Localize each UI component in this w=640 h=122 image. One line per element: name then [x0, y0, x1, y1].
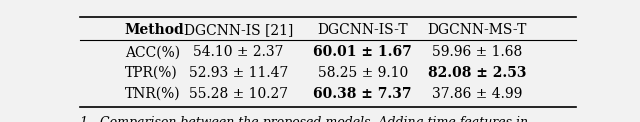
Text: 58.25 ± 9.10: 58.25 ± 9.10: [317, 66, 408, 80]
Text: DGCNN-IS-T: DGCNN-IS-T: [317, 23, 408, 37]
Text: 60.01 ± 1.67: 60.01 ± 1.67: [314, 45, 412, 59]
Text: 37.86 ± 4.99: 37.86 ± 4.99: [431, 86, 522, 101]
Text: 55.28 ± 10.27: 55.28 ± 10.27: [189, 86, 288, 101]
Text: 1.  Comparison between the proposed models. Adding time features in: 1. Comparison between the proposed model…: [80, 116, 528, 122]
Text: TPR(%): TPR(%): [125, 66, 177, 80]
Text: 52.93 ± 11.47: 52.93 ± 11.47: [189, 66, 289, 80]
Text: Method: Method: [125, 23, 184, 37]
Text: DGCNN-MS-T: DGCNN-MS-T: [427, 23, 527, 37]
Text: TNR(%): TNR(%): [125, 86, 180, 101]
Text: 59.96 ± 1.68: 59.96 ± 1.68: [431, 45, 522, 59]
Text: 82.08 ± 2.53: 82.08 ± 2.53: [428, 66, 526, 80]
Text: 54.10 ± 2.37: 54.10 ± 2.37: [193, 45, 284, 59]
Text: DGCNN-IS [21]: DGCNN-IS [21]: [184, 23, 293, 37]
Text: ACC(%): ACC(%): [125, 45, 180, 59]
Text: 60.38 ± 7.37: 60.38 ± 7.37: [314, 86, 412, 101]
